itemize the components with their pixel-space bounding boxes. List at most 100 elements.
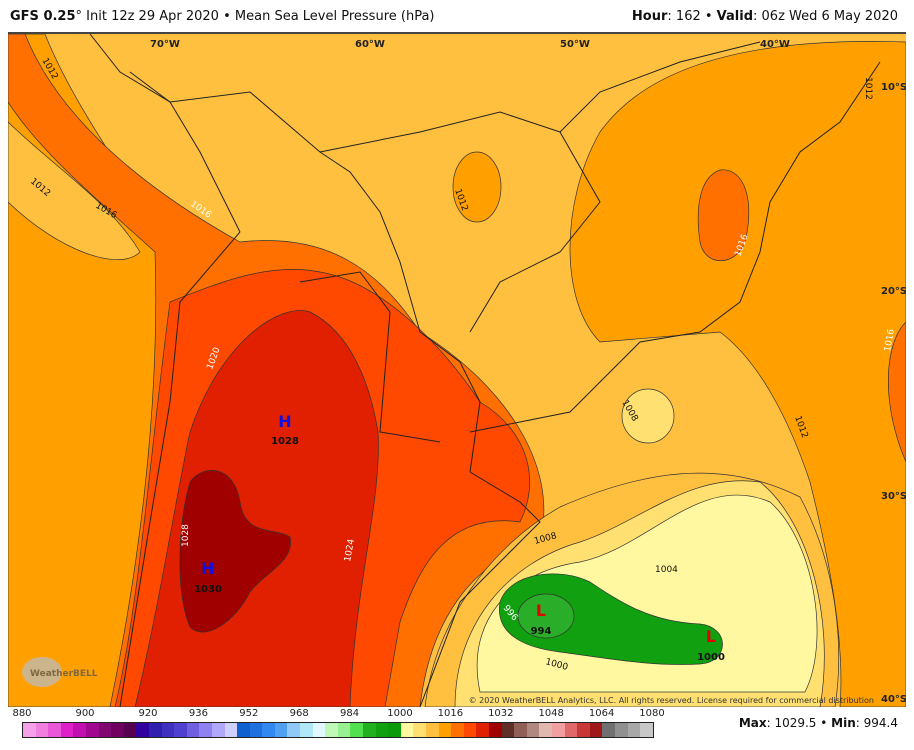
high-value: 1030 bbox=[194, 584, 222, 595]
colorbar-swatch bbox=[85, 723, 99, 737]
colorbar-swatch bbox=[136, 723, 149, 737]
colorbar-tick: 920 bbox=[138, 708, 158, 719]
colorbar-swatch bbox=[413, 723, 426, 737]
colorbar-tick: 968 bbox=[289, 708, 309, 719]
colorbar-tick: 936 bbox=[188, 708, 208, 719]
lon-label: 60°W bbox=[355, 39, 385, 50]
valid-time: Hour: 162 • Valid: 06z Wed 6 May 2020 bbox=[631, 9, 898, 24]
colorbar-swatch bbox=[73, 723, 86, 737]
high-marker: H bbox=[278, 412, 291, 431]
colorbar bbox=[22, 722, 654, 738]
colorbar-swatch bbox=[274, 723, 288, 737]
pressure-band-1016-edge bbox=[887, 321, 906, 463]
colorbar-swatch bbox=[627, 723, 641, 737]
colorbar-swatch bbox=[426, 723, 439, 737]
colorbar-tick: 1000 bbox=[387, 708, 413, 719]
colorbar-tick: 900 bbox=[75, 708, 95, 719]
colorbar-swatch bbox=[262, 723, 275, 737]
colorbar-swatch bbox=[551, 723, 565, 737]
pressure-centers: H 1028 H 1030 L 994 L 1000 bbox=[194, 412, 725, 663]
colorbar-swatch bbox=[211, 723, 225, 737]
lat-label: 20°S bbox=[881, 286, 906, 297]
colorbar-swatch bbox=[148, 723, 162, 737]
low-marker: L bbox=[536, 601, 546, 620]
contour-label: 1016 bbox=[883, 328, 897, 353]
colorbar-swatch bbox=[312, 723, 326, 737]
graticule-labels: 70°W 60°W 50°W 40°W 10°S 20°S 30°S 40°S bbox=[150, 39, 906, 705]
colorbar-swatch bbox=[199, 723, 212, 737]
weatherbell-logo: WeatherBELL bbox=[22, 657, 98, 687]
low-value: 1000 bbox=[697, 652, 725, 663]
colorbar-swatch bbox=[300, 723, 313, 737]
contour-label: 1028 bbox=[181, 524, 191, 547]
max-min-stats: Max: 1029.5 • Min: 994.4 bbox=[738, 716, 898, 730]
pressure-band-1012-east bbox=[569, 41, 906, 707]
lat-label: 40°S bbox=[881, 694, 906, 705]
colorbar-swatch bbox=[161, 723, 175, 737]
colorbar-swatch bbox=[111, 723, 124, 737]
lon-label: 50°W bbox=[560, 39, 590, 50]
lon-label: 40°W bbox=[760, 39, 790, 50]
copyright: © 2020 WeatherBELL Analytics, LLC. All r… bbox=[469, 696, 874, 705]
colorbar-tick: 1064 bbox=[588, 708, 615, 719]
country-borders bbox=[89, 34, 881, 707]
colorbar-swatch bbox=[539, 723, 552, 737]
colorbar-swatch bbox=[463, 723, 477, 737]
colorbar-swatch bbox=[640, 723, 653, 737]
colorbar-swatch bbox=[488, 723, 502, 737]
pressure-band-992 bbox=[517, 593, 575, 639]
pressure-band-1004-blob bbox=[621, 388, 675, 444]
colorbar-swatch bbox=[363, 723, 376, 737]
colorbar-tick: 1032 bbox=[488, 708, 514, 719]
colorbar-swatch bbox=[249, 723, 263, 737]
low-marker: L bbox=[706, 627, 716, 646]
colorbar-swatch bbox=[337, 723, 351, 737]
colorbar-tick: 952 bbox=[239, 708, 259, 719]
pressure-band-1008-west bbox=[8, 121, 141, 260]
contour-label: 1004 bbox=[655, 565, 678, 575]
colorbar-tick: 1048 bbox=[538, 708, 564, 719]
colorbar-swatch bbox=[577, 723, 590, 737]
colorbar-swatch bbox=[501, 723, 515, 737]
colorbar-swatch bbox=[526, 723, 540, 737]
pressure-band-1028 bbox=[179, 469, 291, 633]
colorbar-swatch bbox=[325, 723, 338, 737]
high-marker: H bbox=[201, 559, 214, 578]
colorbar-swatch bbox=[400, 723, 414, 737]
pressure-map: 70°W 60°W 50°W 40°W 10°S 20°S 30°S 40°S … bbox=[8, 32, 906, 707]
colorbar-swatch bbox=[589, 723, 603, 737]
colorbar-tick: 880 bbox=[12, 708, 32, 719]
low-value: 994 bbox=[531, 626, 552, 637]
colorbar-swatch bbox=[564, 723, 578, 737]
pressure-band-1012-blob bbox=[452, 151, 502, 223]
colorbar-swatch bbox=[123, 723, 137, 737]
pressure-band-1016-east bbox=[697, 169, 750, 262]
lat-label: 10°S bbox=[881, 82, 906, 93]
high-value: 1028 bbox=[271, 436, 299, 447]
colorbar-tick: 1080 bbox=[639, 708, 665, 719]
colorbar-swatch bbox=[388, 723, 401, 737]
contour-label: 1012 bbox=[863, 77, 873, 100]
colorbar-tick: 984 bbox=[340, 708, 360, 719]
lon-label: 70°W bbox=[150, 39, 180, 50]
contour-label: 1024 bbox=[343, 538, 357, 563]
colorbar-swatch bbox=[186, 723, 200, 737]
colorbar-swatch bbox=[514, 723, 527, 737]
colorbar-swatch bbox=[438, 723, 452, 737]
colorbar-swatch bbox=[602, 723, 615, 737]
colorbar-swatch bbox=[375, 723, 389, 737]
colorbar-swatch bbox=[476, 723, 489, 737]
colorbar-swatch bbox=[614, 723, 628, 737]
colorbar-swatch bbox=[350, 723, 364, 737]
colorbar-swatch bbox=[224, 723, 238, 737]
colorbar-swatch bbox=[48, 723, 61, 737]
map-title: GFS 0.25° Init 12z 29 Apr 2020 • Mean Se… bbox=[10, 9, 435, 24]
svg-text:WeatherBELL: WeatherBELL bbox=[30, 669, 98, 679]
colorbar-swatch bbox=[451, 723, 464, 737]
colorbar-swatch bbox=[237, 723, 250, 737]
colorbar-swatch bbox=[174, 723, 187, 737]
lat-label: 30°S bbox=[881, 491, 906, 502]
colorbar-tick: 1016 bbox=[437, 708, 464, 719]
colorbar-swatch bbox=[287, 723, 301, 737]
colorbar-swatch bbox=[98, 723, 112, 737]
